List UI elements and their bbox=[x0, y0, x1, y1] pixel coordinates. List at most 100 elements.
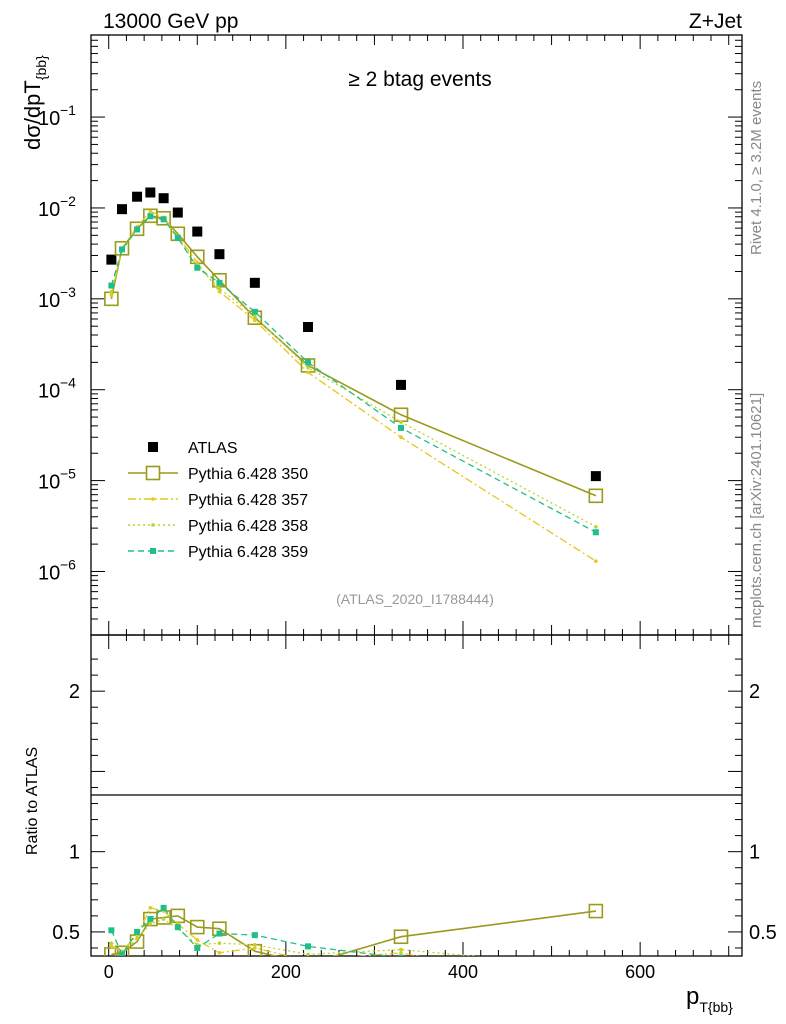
data-point bbox=[172, 207, 183, 218]
data-point bbox=[161, 917, 166, 921]
series-line bbox=[110, 214, 597, 497]
data-point bbox=[214, 249, 225, 260]
data-point bbox=[195, 260, 200, 265]
xlabel: pT{bb} bbox=[686, 983, 733, 1015]
series-line bbox=[110, 906, 394, 956]
series-pythia-6-428-358 bbox=[109, 917, 598, 969]
data-point bbox=[147, 916, 154, 923]
data-point bbox=[145, 187, 156, 198]
data-point bbox=[148, 906, 153, 910]
ratio-y-tick-label: 0.5 bbox=[52, 922, 80, 944]
ratio-y-tick-label: 1 bbox=[69, 842, 80, 864]
legend-marker bbox=[145, 465, 161, 481]
data-point bbox=[117, 204, 127, 215]
data-point bbox=[194, 264, 201, 271]
data-point bbox=[216, 279, 223, 286]
ratio-tick-labels: 0.5 0.5 1 1 2 2 bbox=[52, 681, 777, 944]
y-tick-exponent: −3 bbox=[60, 284, 76, 300]
series-pythia-6-428-350 bbox=[104, 208, 604, 504]
data-point bbox=[108, 927, 115, 934]
series-line bbox=[110, 215, 597, 533]
data-point bbox=[306, 370, 310, 375]
svg-text:dσ/dpT{bb}: dσ/dpT{bb} bbox=[20, 55, 49, 150]
data-point bbox=[114, 240, 130, 256]
data-point bbox=[305, 943, 311, 950]
data-point bbox=[129, 221, 145, 237]
ratio-y-tick-label-right: 0.5 bbox=[749, 922, 777, 944]
x-tick-label: 200 bbox=[271, 962, 301, 982]
y-tick-exponent: −4 bbox=[60, 375, 76, 391]
data-point bbox=[251, 932, 258, 939]
legend-item: Pythia 6.428 359 bbox=[128, 544, 308, 561]
data-point bbox=[588, 903, 604, 919]
main-ylabel: dσ/dpT{bb} bbox=[20, 55, 49, 150]
series-line bbox=[110, 216, 597, 528]
xlabel-text: p bbox=[686, 983, 699, 1010]
data-point bbox=[132, 191, 143, 202]
data-point bbox=[393, 929, 409, 945]
legend-label: Pythia 6.428 358 bbox=[188, 518, 308, 535]
legend-marker bbox=[150, 548, 156, 554]
data-point bbox=[593, 971, 599, 977]
xlabel-sub: T{bb} bbox=[699, 999, 733, 1015]
data-point bbox=[195, 938, 200, 942]
data-point bbox=[109, 289, 114, 294]
data-point bbox=[217, 941, 222, 945]
data-point bbox=[134, 226, 141, 233]
x-tick-label: 0 bbox=[104, 962, 114, 982]
data-point bbox=[594, 559, 598, 563]
series-pythia-6-428-359 bbox=[108, 213, 599, 536]
legend: ATLAS Pythia 6.428 350 Pythia 6.428 357 Pyt… bbox=[128, 440, 308, 561]
data-point bbox=[158, 193, 169, 204]
legend-marker bbox=[151, 497, 155, 501]
data-point bbox=[398, 424, 404, 431]
series-pythia-6-428-359 bbox=[108, 904, 599, 977]
ratio-ylabel: Ratio to ATLAS bbox=[24, 747, 41, 855]
data-point bbox=[253, 314, 257, 319]
data-point bbox=[399, 950, 403, 955]
data-point bbox=[399, 420, 403, 424]
data-point bbox=[399, 435, 403, 440]
y-tick-label: 10 bbox=[38, 381, 60, 403]
x-tick-labels: 0 200 400 600 bbox=[104, 962, 655, 982]
data-point bbox=[174, 924, 181, 931]
data-point bbox=[253, 942, 257, 947]
data-point bbox=[594, 965, 598, 969]
data-point bbox=[253, 318, 257, 323]
legend-item: Pythia 6.428 357 bbox=[128, 492, 308, 509]
series-atlas bbox=[106, 187, 601, 482]
data-point bbox=[217, 286, 222, 291]
data-point bbox=[160, 216, 167, 223]
data-point bbox=[134, 928, 141, 935]
ratio-axis-ticks bbox=[91, 635, 742, 956]
legend-label: Pythia 6.428 357 bbox=[188, 492, 308, 509]
y-tick-exponent: −1 bbox=[60, 102, 76, 118]
data-point bbox=[119, 951, 125, 956]
legend-item: Pythia 6.428 350 bbox=[128, 465, 308, 483]
y-tick-label: 10 bbox=[38, 290, 60, 312]
data-point bbox=[114, 945, 130, 956]
y-tick-exponent: −6 bbox=[60, 556, 76, 572]
data-point bbox=[148, 209, 153, 214]
data-point bbox=[174, 234, 181, 241]
series-line bbox=[111, 910, 597, 956]
data-point bbox=[217, 950, 222, 955]
data-point bbox=[192, 226, 203, 237]
data-point bbox=[590, 471, 601, 482]
data-point bbox=[217, 289, 222, 294]
y-tick-label: 10 bbox=[38, 108, 60, 130]
legend-marker bbox=[151, 523, 155, 527]
data-point bbox=[109, 944, 114, 949]
legend-marker bbox=[148, 442, 158, 452]
y-tick-exponent: −5 bbox=[60, 466, 76, 482]
y-tick-label: 10 bbox=[38, 562, 60, 584]
data-point bbox=[398, 954, 404, 956]
legend-item: ATLAS bbox=[148, 440, 238, 457]
selection-label: ≥ 2 btag events bbox=[348, 68, 491, 91]
data-point bbox=[119, 246, 125, 253]
data-point bbox=[306, 952, 310, 956]
data-point bbox=[588, 488, 604, 504]
main-axis-ticks bbox=[91, 34, 742, 636]
legend-label: Pythia 6.428 350 bbox=[188, 466, 308, 483]
